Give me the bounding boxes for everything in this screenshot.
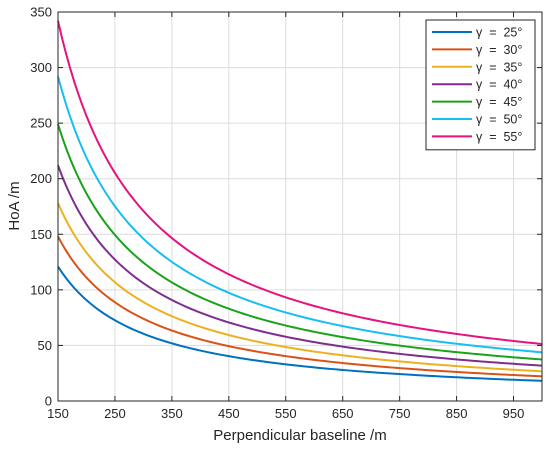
x-tick-label: 650: [332, 406, 354, 421]
plot-frame: [57, 11, 543, 402]
legend-entry-label: γ = 55°: [476, 130, 522, 144]
y-axis-label: HoA /m: [6, 181, 23, 230]
series-line: [57, 76, 543, 354]
y-tick-label: 150: [30, 227, 52, 242]
legend-entry-label: γ = 50°: [476, 113, 522, 127]
series-lines: [57, 20, 543, 382]
legend-entry-label: γ = 30°: [476, 43, 522, 57]
y-tick-label: 200: [30, 171, 52, 186]
series-line: [57, 265, 543, 382]
x-axis-label: Perpendicular baseline /m: [213, 427, 386, 444]
y-tick-label: 300: [30, 60, 52, 75]
axis-ticks: 150 250 350 450 550 650 750 850 950 0 50 100 150 200 2…: [30, 5, 542, 421]
x-tick-label: 250: [104, 406, 126, 421]
legend: γ = 25° γ = 30° γ = 35° γ = 40° γ = 45° γ = 5…: [425, 19, 536, 151]
legend-entry-label: γ = 40°: [476, 78, 522, 92]
series-line: [57, 20, 543, 345]
legend-entry-label: γ = 25°: [476, 26, 522, 40]
x-tick-label: 150: [47, 406, 69, 421]
series-line: [57, 236, 543, 378]
legend-entry-label: γ = 45°: [476, 95, 522, 109]
series-line: [57, 123, 543, 361]
x-tick-label: 950: [503, 406, 525, 421]
y-tick-label: 350: [30, 5, 52, 20]
x-tick-label: 550: [275, 406, 297, 421]
y-tick-label: 50: [38, 338, 52, 353]
y-tick-label: 250: [30, 116, 52, 131]
x-tick-label: 450: [218, 406, 240, 421]
x-tick-label: 350: [161, 406, 183, 421]
series-line: [57, 202, 543, 373]
series-line: [57, 165, 543, 367]
y-tick-label: 100: [30, 282, 52, 297]
x-tick-label: 850: [446, 406, 468, 421]
y-tick-label: 0: [45, 394, 52, 409]
x-tick-label: 750: [389, 406, 411, 421]
legend-entry-label: γ = 35°: [476, 60, 522, 74]
